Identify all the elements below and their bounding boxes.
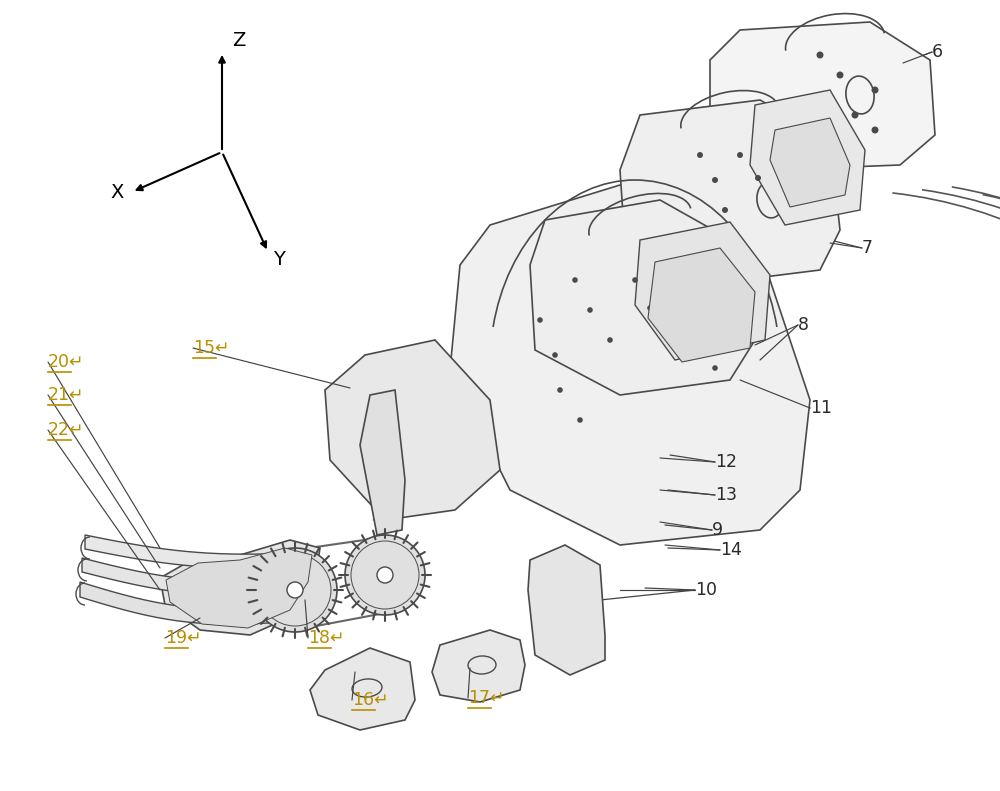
Circle shape (287, 582, 303, 598)
Circle shape (697, 152, 703, 158)
Circle shape (377, 567, 393, 583)
Circle shape (587, 307, 593, 312)
Circle shape (607, 337, 613, 343)
Polygon shape (82, 558, 292, 596)
Text: 15↵: 15↵ (193, 339, 230, 357)
Polygon shape (770, 118, 850, 207)
Circle shape (572, 277, 578, 283)
Polygon shape (620, 100, 840, 285)
Polygon shape (85, 535, 300, 568)
Circle shape (872, 127, 879, 134)
Text: 10: 10 (695, 581, 717, 599)
Text: X: X (111, 183, 124, 202)
Text: 19↵: 19↵ (165, 629, 202, 647)
Text: 12: 12 (715, 453, 737, 471)
Circle shape (712, 365, 718, 371)
Polygon shape (450, 185, 810, 545)
Ellipse shape (757, 182, 783, 218)
Circle shape (259, 554, 331, 626)
Text: 16↵: 16↵ (352, 691, 389, 709)
Circle shape (552, 352, 558, 358)
Circle shape (692, 337, 698, 343)
Polygon shape (530, 200, 755, 395)
Text: 7: 7 (862, 239, 873, 257)
Polygon shape (310, 648, 415, 730)
Circle shape (537, 317, 543, 323)
Circle shape (712, 177, 718, 183)
Text: 13: 13 (715, 486, 737, 504)
Polygon shape (360, 390, 405, 535)
Ellipse shape (846, 76, 874, 114)
Polygon shape (750, 90, 865, 225)
Circle shape (632, 277, 638, 283)
Circle shape (872, 86, 879, 93)
Text: 20↵: 20↵ (48, 353, 85, 371)
Circle shape (722, 207, 728, 213)
Circle shape (577, 417, 583, 423)
Ellipse shape (468, 656, 496, 674)
Text: 21↵: 21↵ (48, 386, 85, 404)
Text: 8: 8 (798, 316, 809, 334)
Polygon shape (160, 540, 320, 635)
Polygon shape (648, 248, 755, 362)
Circle shape (836, 71, 844, 78)
Text: 6: 6 (932, 43, 943, 61)
Polygon shape (166, 548, 312, 628)
Circle shape (253, 548, 337, 632)
Text: Y: Y (273, 250, 285, 269)
Ellipse shape (352, 679, 382, 697)
Text: Z: Z (232, 31, 245, 50)
Text: 14: 14 (720, 541, 742, 559)
Circle shape (737, 152, 743, 158)
Circle shape (677, 307, 683, 312)
Circle shape (351, 541, 419, 609)
Text: 11: 11 (810, 399, 832, 417)
Polygon shape (528, 545, 605, 675)
Text: 18↵: 18↵ (308, 629, 345, 647)
Circle shape (816, 51, 824, 59)
Text: 17↵: 17↵ (468, 689, 505, 707)
Polygon shape (432, 630, 525, 702)
Circle shape (647, 305, 653, 311)
Polygon shape (635, 222, 770, 360)
Text: 22↵: 22↵ (48, 421, 85, 439)
Ellipse shape (666, 291, 690, 325)
Circle shape (345, 535, 425, 615)
Circle shape (755, 175, 761, 181)
Circle shape (557, 388, 563, 393)
Polygon shape (710, 22, 935, 170)
Text: 9: 9 (712, 521, 723, 539)
Circle shape (852, 112, 858, 119)
Polygon shape (80, 582, 285, 624)
Polygon shape (325, 340, 500, 520)
